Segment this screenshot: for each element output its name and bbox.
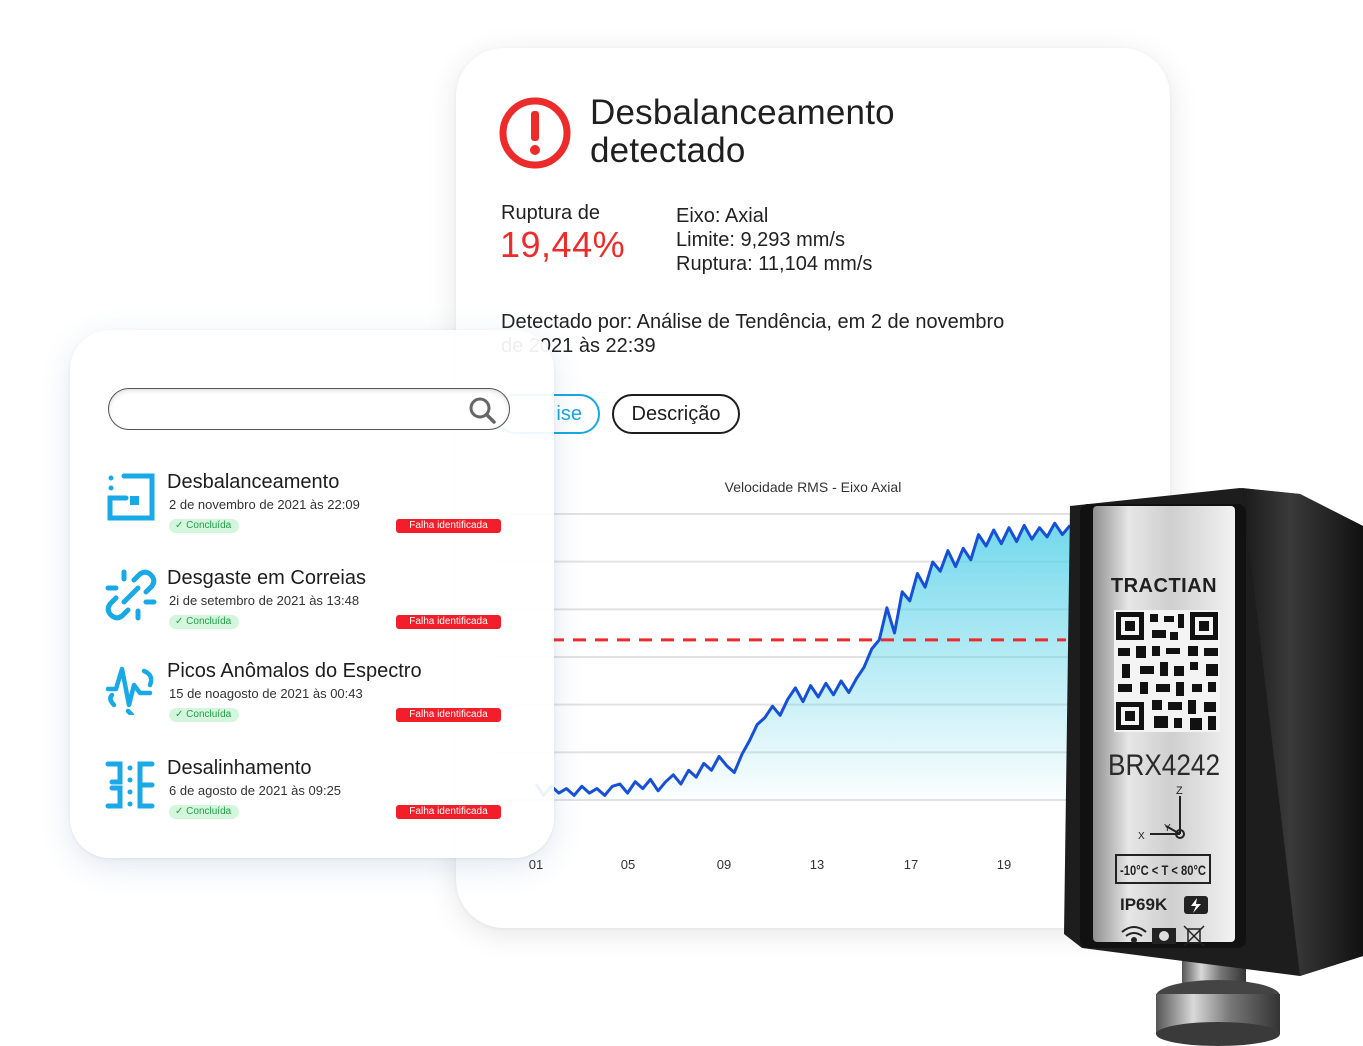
spec-axis: Eixo: Axial [676, 205, 769, 227]
search-input[interactable] [123, 395, 457, 423]
device-brand: TRACTIAN [1111, 575, 1217, 597]
item-title: Desalinhamento [167, 757, 312, 779]
x-tick-label: 05 [621, 857, 635, 872]
rupture-label: Ruptura de [501, 202, 600, 224]
list-item[interactable]: Desalinhamento 6 de agosto de 2021 às 09… [104, 757, 514, 838]
list-item[interactable]: Desbalanceamento 2 de novembro de 2021 à… [104, 471, 514, 552]
x-tick-label: 17 [904, 857, 918, 872]
axis-z-label: Z [1176, 785, 1183, 797]
fault-list-card: Desbalanceamento 2 de novembro de 2021 à… [70, 330, 554, 858]
alert-title: Desbalanceamento detectado [590, 93, 895, 170]
unbalance-icon [107, 473, 155, 521]
search-box[interactable] [108, 388, 510, 430]
weee-icon [1183, 925, 1205, 947]
broken-link-icon [105, 569, 157, 621]
chart-area-fill [536, 523, 1070, 800]
item-title: Desbalanceamento [167, 471, 340, 493]
x-tick-label: 01 [529, 857, 543, 872]
chart-title: Velocidade RMS - Eixo Axial [725, 479, 902, 495]
tractian-sensor-device: TRACTIAN BRX4242 Z Y X -10°C < T < 80°C … [1064, 488, 1363, 1046]
status-badge: ✓ Concluída [169, 519, 240, 533]
spectrum-peaks-icon [105, 666, 154, 715]
item-title: Picos Anômalos do Espectro [167, 660, 422, 682]
chart-series-line [534, 521, 1072, 797]
x-tick-label: 09 [717, 857, 731, 872]
ip-rating: IP69K [1120, 895, 1168, 914]
rupture-value: 19,44% [500, 224, 626, 265]
device-model: BRX4242 [1108, 749, 1220, 782]
item-date: 2 de novembro de 2021 às 22:09 [169, 497, 360, 512]
status-badge: ✓ Concluída [169, 708, 240, 722]
spec-limit: Limite: 9,293 mm/s [676, 229, 845, 251]
qr-code [1114, 610, 1220, 732]
x-tick-label: 13 [810, 857, 824, 872]
list-item[interactable]: Desgaste em Correias 2i de setembro de 2… [104, 567, 514, 648]
alert-circle-icon [499, 97, 571, 169]
fault-badge: Falha identificada [396, 519, 501, 533]
item-date: 6 de agosto de 2021 às 09:25 [169, 783, 342, 798]
fault-badge: Falha identificada [396, 708, 501, 722]
detected-by-line1: Detectado por: Análise de Tendência, em … [501, 311, 1005, 333]
search-icon[interactable] [467, 395, 497, 425]
tab-descricao[interactable]: Descrição [612, 394, 740, 434]
temp-range: -10°C < T < 80°C [1120, 862, 1206, 878]
specs-list: Eixo: Axial Limite: 9,293 mm/s Ruptura: … [676, 204, 872, 276]
spec-rupture: Ruptura: 11,104 mm/s [676, 253, 873, 275]
axes-icon [1150, 796, 1185, 839]
velocity-chart: Velocidade RMS - Eixo Axial 01 05 09 13 17 19 [496, 479, 1096, 872]
fault-badge: Falha identificada [396, 615, 501, 629]
fault-badge: Falha identificada [396, 805, 501, 819]
alert-card: Desbalanceamento detectado Ruptura de 19… [456, 48, 1170, 928]
axis-x-label: X [1138, 831, 1145, 842]
status-badge: ✓ Concluída [169, 805, 240, 819]
item-date: 2i de setembro de 2021 às 13:48 [169, 593, 360, 608]
item-title: Desgaste em Correias [167, 567, 366, 589]
misalignment-icon [105, 761, 155, 809]
wifi-icon [1121, 926, 1147, 943]
item-date: 15 de noagosto de 2021 às 00:43 [169, 686, 363, 701]
x-tick-label: 19 [997, 857, 1011, 872]
list-item[interactable]: Picos Anômalos do Espectro 15 de noagost… [104, 660, 514, 741]
axis-y-label: Y [1164, 823, 1171, 834]
status-badge: ✓ Concluída [169, 615, 240, 629]
